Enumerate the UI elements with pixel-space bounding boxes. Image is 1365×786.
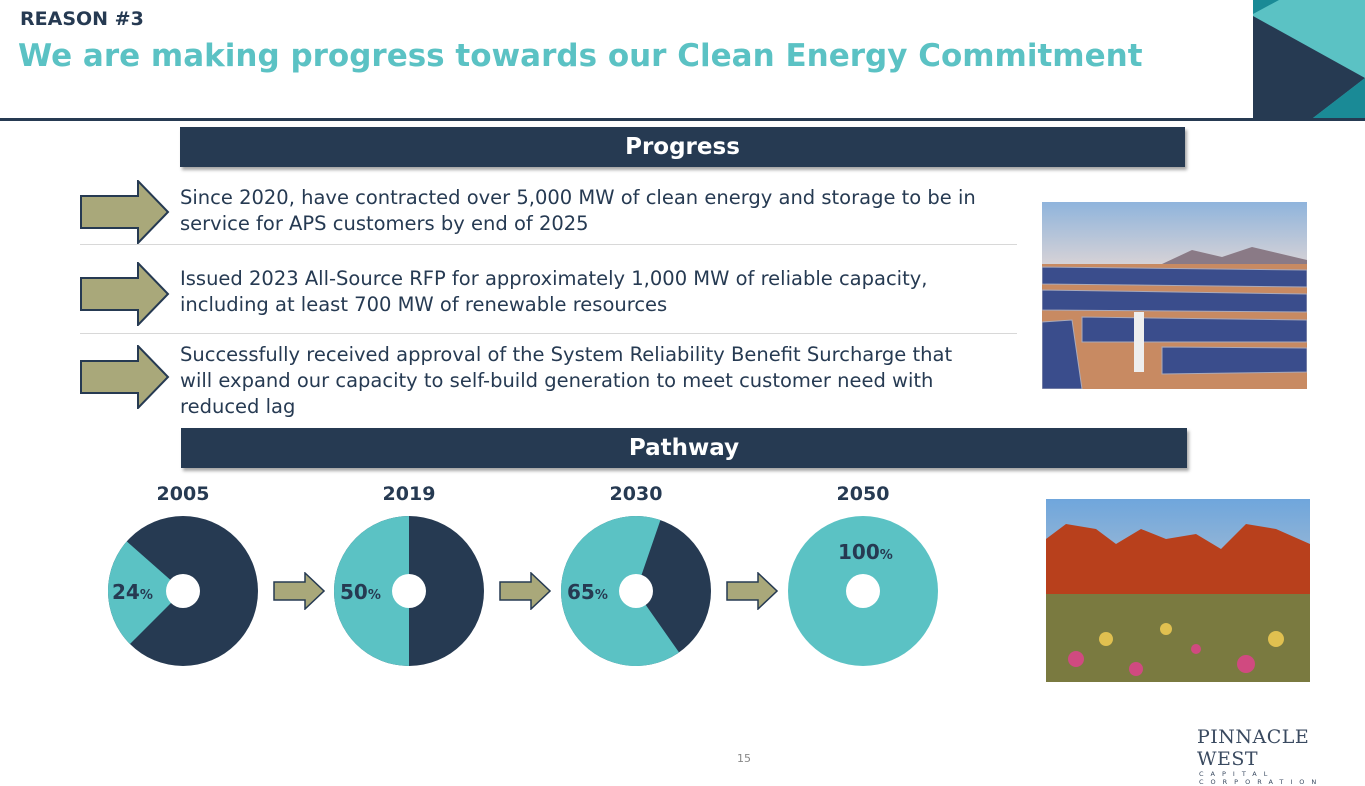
- arrow-icon: [80, 180, 170, 244]
- pie-unit: %: [879, 548, 893, 563]
- desert-photo: [1046, 499, 1310, 682]
- divider: [80, 333, 1017, 334]
- pie-chart: [788, 516, 938, 666]
- header-divider: [0, 118, 1365, 121]
- pie-percent-label: 100%: [838, 540, 893, 564]
- pie-percent-label: 24%: [112, 580, 153, 604]
- progress-banner: Progress: [180, 127, 1185, 167]
- pie-hole: [619, 574, 653, 608]
- pie-unit: %: [139, 588, 153, 603]
- pie-slice-clean: [108, 541, 183, 645]
- page-title: We are making progress towards our Clean…: [18, 38, 1143, 74]
- pathway-year: 2005: [156, 483, 210, 505]
- pie-value: 24: [112, 580, 140, 604]
- pie-unit: %: [367, 588, 381, 603]
- pie-hole: [166, 574, 200, 608]
- arrow-icon: [726, 572, 778, 610]
- pie-chart: [334, 516, 484, 666]
- progress-item: Issued 2023 All-Source RFP for approxima…: [180, 267, 928, 316]
- section-label: REASON #3: [20, 8, 144, 30]
- pie-hole: [846, 574, 880, 608]
- pathway-year: 2050: [836, 483, 890, 505]
- divider: [80, 244, 1017, 245]
- pie-chart: [561, 516, 711, 666]
- progress-item: Successfully received approval of the Sy…: [180, 343, 953, 418]
- pie-percent-label: 50%: [340, 580, 381, 604]
- arrow-icon: [80, 262, 170, 326]
- pie-value: 50: [340, 580, 368, 604]
- pie-slice-clean: [334, 516, 409, 666]
- pathway-year: 2030: [609, 483, 663, 505]
- pathway-banner: Pathway: [181, 428, 1187, 468]
- pie-value: 100: [838, 540, 880, 564]
- arrow-icon: [499, 572, 551, 610]
- pie-unit: %: [594, 588, 608, 603]
- corner-graphic: [1253, 0, 1365, 118]
- solar-field-photo: [1042, 202, 1307, 389]
- company-logo: PINNACLE WEST CAPITAL CORPORATION: [1197, 726, 1324, 786]
- arrow-icon: [273, 572, 325, 610]
- pathway-year: 2019: [382, 483, 436, 505]
- progress-item: Since 2020, have contracted over 5,000 M…: [180, 186, 976, 235]
- pie-value: 65: [567, 580, 595, 604]
- page-number: 15: [737, 752, 751, 765]
- pie-hole: [392, 574, 426, 608]
- arrow-icon: [80, 345, 170, 409]
- pie-percent-label: 65%: [567, 580, 608, 604]
- pie-chart: [108, 516, 258, 666]
